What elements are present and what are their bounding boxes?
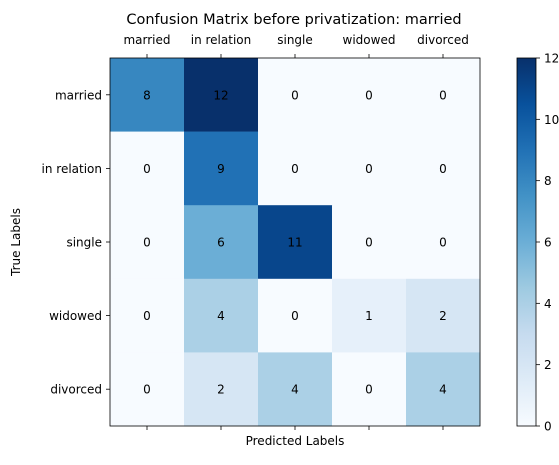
heatmap-cell: [184, 352, 259, 427]
heatmap-cell: [184, 278, 259, 353]
heatmap-cell: [258, 278, 333, 353]
y-tick-label: single: [66, 236, 102, 250]
heatmap-cell: [110, 131, 185, 206]
colorbar-tick-label: 6: [544, 236, 552, 250]
cell-value-label: 0: [291, 88, 299, 102]
cell-value-label: 9: [217, 162, 225, 176]
heatmap-cell: [258, 131, 333, 206]
heatmap-cell: [110, 278, 185, 353]
x-axis-label: Predicted Labels: [246, 434, 345, 448]
heatmap-cell-labels: 8 12 0 0 00 9 0 0 00 6 11 0 00 4 0 1 20 2 4 0 4: [143, 88, 447, 396]
heatmap-cell: [258, 205, 333, 280]
heatmap-cells: [110, 58, 481, 427]
colorbar-tick-label: 2: [544, 358, 552, 372]
cell-value-label: 6: [217, 236, 225, 250]
heatmap-cell: [332, 352, 407, 427]
heatmap-cell: [406, 58, 481, 132]
y-axis-label: True Labels: [9, 208, 23, 277]
heatmap-cell: [184, 205, 259, 280]
cell-value-label: 0: [365, 88, 373, 102]
x-tick-label: in relation: [191, 33, 251, 47]
y-tick-label: widowed: [49, 309, 102, 323]
colorbar-ticks: 0 2 4 6 8 10 12: [536, 52, 559, 434]
y-axis-ticks: married in relation single widowed divorced: [42, 88, 110, 397]
x-tick-label: divorced: [417, 33, 469, 47]
chart-title: Confusion Matrix before privatization: m…: [126, 12, 461, 28]
y-tick-label: divorced: [50, 383, 102, 397]
colorbar: [516, 57, 537, 427]
cell-value-label: 0: [439, 88, 447, 102]
cell-value-label: 0: [365, 236, 373, 250]
x-tick-label: single: [277, 33, 313, 47]
cell-value-label: 0: [143, 236, 151, 250]
cell-value-label: 2: [217, 383, 225, 397]
x-tick-label: widowed: [343, 33, 396, 47]
heatmap-cell: [332, 278, 407, 353]
cell-value-label: 0: [365, 162, 373, 176]
cell-value-label: 11: [287, 236, 302, 250]
cell-value-label: 0: [439, 162, 447, 176]
heatmap-cell: [110, 205, 185, 280]
heatmap-cell: [184, 131, 259, 206]
colorbar-tick-label: 8: [544, 174, 552, 188]
cell-value-label: 2: [439, 309, 447, 323]
heatmap-cell: [406, 352, 481, 427]
cell-value-label: 4: [217, 309, 225, 323]
cell-value-label: 1: [365, 309, 373, 323]
heatmap-cell: [332, 58, 407, 132]
colorbar-tick-label: 10: [544, 113, 559, 127]
cell-value-label: 0: [143, 309, 151, 323]
x-tick-label: married: [123, 33, 170, 47]
x-axis-ticks: married in relation single widowed divorced: [123, 33, 469, 430]
heatmap-cell: [332, 131, 407, 206]
colorbar-tick-label: 12: [544, 52, 559, 66]
cell-value-label: 0: [143, 383, 151, 397]
y-tick-label: in relation: [42, 162, 102, 176]
heatmap-cell: [110, 352, 185, 427]
heatmap-cell: [110, 58, 185, 132]
cell-value-label: 4: [439, 383, 447, 397]
colorbar-tick-label: 4: [544, 297, 552, 311]
cell-value-label: 0: [439, 236, 447, 250]
heatmap-cell: [406, 278, 481, 353]
cell-value-label: 0: [291, 162, 299, 176]
heatmap-cell: [184, 58, 259, 132]
y-tick-label: married: [55, 88, 102, 102]
heatmap-cell: [258, 58, 333, 132]
heatmap-cell: [332, 205, 407, 280]
heatmap-cell: [258, 352, 333, 427]
colorbar-tick-label: 0: [544, 420, 552, 434]
cell-value-label: 0: [365, 383, 373, 397]
cell-value-label: 8: [143, 88, 151, 102]
cell-value-label: 4: [291, 383, 299, 397]
cell-value-label: 12: [213, 88, 228, 102]
cell-value-label: 0: [143, 162, 151, 176]
cell-value-label: 0: [291, 309, 299, 323]
heatmap-cell: [406, 205, 481, 280]
heatmap-cell: [406, 131, 481, 206]
